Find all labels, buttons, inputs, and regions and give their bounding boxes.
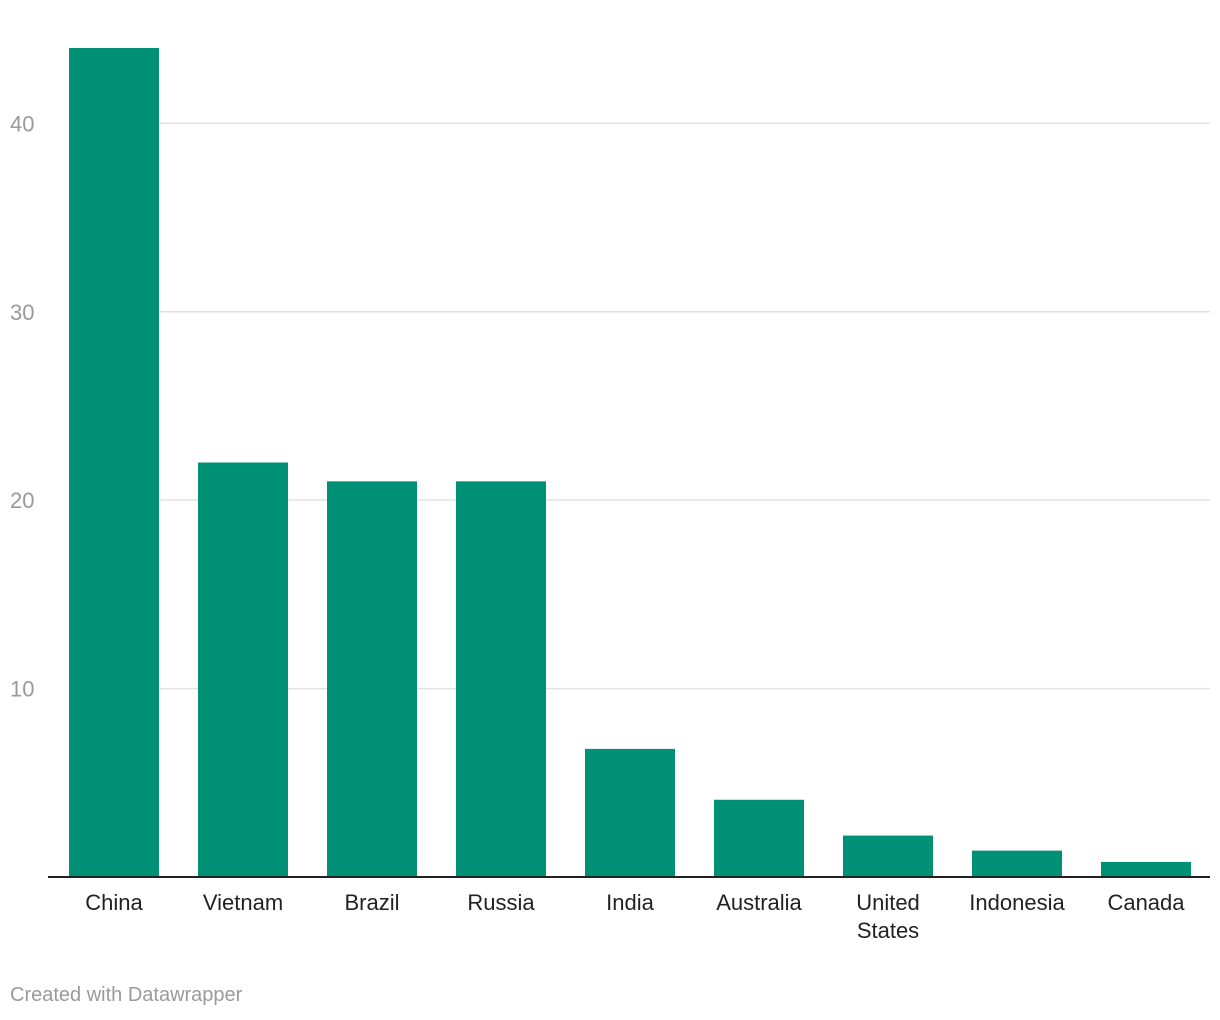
credit-text: Created with Datawrapper — [10, 984, 243, 1006]
y-tick-label: 30 — [10, 300, 34, 325]
bar-chart: 10 20 30 40 China Vietnam Brazil Russia India Au… — [10, 48, 1210, 943]
gridlines: 10 20 30 40 — [10, 111, 1210, 702]
bar-brazil — [327, 481, 417, 877]
bar-vietnam — [198, 462, 288, 877]
x-tick-label: Brazil — [344, 890, 399, 915]
bar-canada — [1101, 861, 1191, 877]
bar-china — [69, 48, 159, 877]
x-axis: China Vietnam Brazil Russia India Australia Un… — [48, 876, 1210, 943]
bars — [69, 48, 1191, 877]
x-tick-label: United States — [856, 890, 920, 943]
x-tick-label: China — [85, 890, 143, 915]
bar-united-states — [843, 835, 933, 877]
x-tick-label: Canada — [1107, 890, 1185, 915]
y-tick-label: 20 — [10, 488, 34, 513]
x-tick-label: India — [606, 890, 654, 915]
bar-india — [585, 748, 675, 877]
x-tick-label: Vietnam — [203, 890, 283, 915]
y-tick-label: 10 — [10, 677, 34, 702]
x-tick-label: Australia — [716, 890, 802, 915]
x-tick-label: Russia — [467, 890, 535, 915]
bar-russia — [456, 481, 546, 877]
x-tick-label: Indonesia — [969, 890, 1065, 915]
bar-australia — [714, 799, 804, 877]
bar-indonesia — [972, 850, 1062, 877]
y-tick-label: 40 — [10, 111, 34, 136]
